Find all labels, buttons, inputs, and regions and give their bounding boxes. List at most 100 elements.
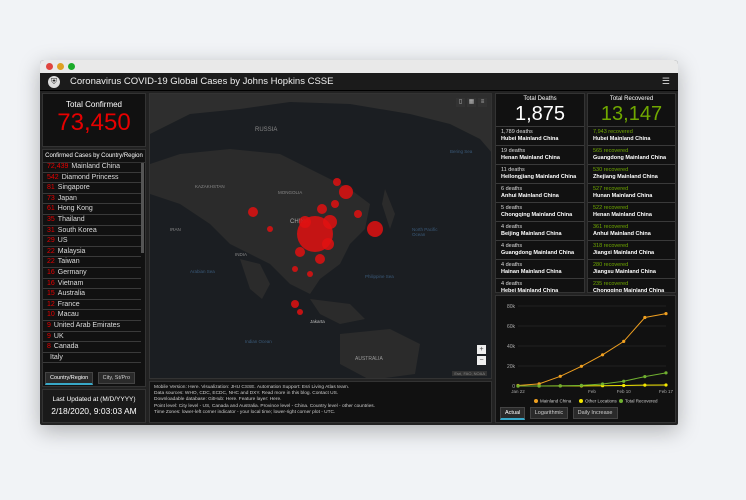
case-marker[interactable] — [322, 238, 334, 250]
deaths-row[interactable]: 4 deaths Hainan Mainland China — [496, 260, 584, 279]
recovered-row[interactable]: 565 recovered Guangdong Mainland China — [588, 146, 675, 165]
country-list-scrollbar[interactable] — [141, 163, 144, 253]
deaths-row[interactable]: 4 deaths Beijing Mainland China — [496, 222, 584, 241]
legend-label: Other Locations — [585, 399, 618, 404]
deaths-row[interactable]: 4 deaths Guangdong Mainland China — [496, 241, 584, 260]
chart-point[interactable] — [558, 374, 562, 378]
country-row[interactable]: 15 Australia — [43, 289, 141, 300]
chart-point[interactable] — [600, 382, 605, 386]
tab-actual[interactable]: Actual — [500, 407, 526, 420]
maximize-window-dot[interactable] — [68, 63, 75, 70]
chart-point[interactable] — [664, 383, 668, 387]
country-row[interactable]: 16 Vietnam — [43, 279, 141, 290]
basemap-icon[interactable]: ▦ — [467, 98, 476, 107]
case-marker[interactable] — [295, 247, 305, 257]
zoom-in-button[interactable]: + — [477, 345, 486, 354]
country-row[interactable]: 73 Japan — [43, 194, 141, 205]
recovered-place: Chongqing Mainland China — [593, 288, 665, 293]
country-row[interactable]: 29 US — [43, 236, 141, 247]
chart-point[interactable] — [579, 364, 584, 368]
chart-point[interactable] — [643, 383, 647, 387]
chart-point[interactable] — [516, 384, 520, 388]
country-row[interactable]: 542 Diamond Princess — [43, 173, 141, 184]
deaths-row[interactable]: 5 deaths Chongqing Mainland China — [496, 203, 584, 222]
case-marker[interactable] — [299, 216, 311, 228]
country-count: 72,439 — [47, 163, 69, 170]
country-row[interactable]: 9 United Arab Emirates — [43, 321, 141, 332]
chart-point[interactable] — [622, 339, 626, 343]
chart-point[interactable] — [664, 371, 668, 375]
chart-point[interactable] — [664, 312, 668, 316]
recovered-place: Zhejiang Mainland China — [593, 174, 658, 180]
recovered-row[interactable]: 527 recovered Hunan Mainland China — [588, 184, 675, 203]
case-marker[interactable] — [267, 226, 273, 232]
total-confirmed-label: Total Confirmed — [65, 100, 123, 109]
country-name: Malaysia — [57, 247, 86, 255]
country-row[interactable]: 35 Thailand — [43, 215, 141, 226]
map-label-philippine: Philippine Sea — [365, 274, 394, 279]
deaths-row[interactable]: 4 deaths Hebei Mainland China — [496, 279, 584, 292]
chart-point[interactable] — [643, 375, 647, 379]
country-row[interactable]: 22 Malaysia — [43, 247, 141, 258]
deaths-row[interactable]: 1,789 deaths Hubei Mainland China — [496, 127, 584, 146]
country-row[interactable]: 61 Hong Kong — [43, 204, 141, 215]
recovered-row[interactable]: 318 recovered Jiangxi Mainland China — [588, 241, 675, 260]
country-row[interactable]: 12 France — [43, 300, 141, 311]
country-row[interactable]: 8 Canada — [43, 342, 141, 353]
case-marker-diamond-princess[interactable] — [367, 221, 383, 237]
case-marker[interactable] — [291, 300, 299, 308]
recovered-row[interactable]: 235 recovered Chongqing Mainland China — [588, 279, 675, 293]
world-map[interactable]: RUSSIA KAZAKHSTAN MONGOLIA CHINA IRAN IN… — [149, 93, 492, 379]
chart-point[interactable] — [622, 379, 626, 383]
chart-point[interactable] — [643, 315, 647, 320]
case-marker[interactable] — [331, 200, 339, 208]
case-marker[interactable] — [297, 309, 303, 315]
recovered-row[interactable]: 361 recovered Anhui Mainland China — [588, 222, 675, 241]
recovered-list[interactable]: 7,943 recovered Hubei Mainland China 565 r… — [588, 127, 675, 293]
legend-icon[interactable]: ≡ — [478, 98, 487, 107]
country-row[interactable]: 9 UK — [43, 332, 141, 343]
tab-city-state[interactable]: City, St/Pro — [97, 372, 136, 384]
country-row[interactable]: 31 South Korea — [43, 226, 141, 237]
country-list[interactable]: 72,439 Mainland China 542 Diamond Princess 8… — [43, 162, 141, 374]
chart-point[interactable] — [558, 384, 562, 388]
deaths-row[interactable]: 6 deaths Anhui Mainland China — [496, 184, 584, 203]
country-row[interactable]: 81 Singapore — [43, 183, 141, 194]
case-marker[interactable] — [315, 254, 325, 264]
tab-country-region[interactable]: Country/Region — [45, 372, 94, 385]
chart-point[interactable] — [600, 353, 605, 357]
deaths-row[interactable]: 19 deaths Henan Mainland China — [496, 146, 584, 165]
recovered-place: Hubei Mainland China — [593, 136, 651, 142]
case-marker[interactable] — [292, 266, 298, 272]
chart-point[interactable] — [622, 383, 626, 388]
chart-point[interactable] — [537, 384, 541, 388]
case-marker[interactable] — [323, 215, 337, 229]
country-row[interactable]: 10 Macau — [43, 310, 141, 321]
country-row[interactable]: 72,439 Mainland China — [43, 162, 141, 173]
recovered-row[interactable]: 280 recovered Jiangsu Mainland China — [588, 260, 675, 279]
case-marker[interactable] — [354, 210, 362, 218]
deaths-row[interactable]: 11 deaths Heilongjiang Mainland China — [496, 165, 584, 184]
case-marker[interactable] — [248, 207, 258, 217]
case-marker[interactable] — [317, 204, 327, 214]
country-row[interactable]: Italy — [43, 353, 141, 364]
zoom-out-button[interactable]: − — [477, 356, 486, 365]
case-marker[interactable] — [307, 271, 313, 277]
chart-point[interactable] — [579, 383, 584, 387]
recovered-row[interactable]: 530 recovered Zhejiang Mainland China — [588, 165, 675, 184]
country-row[interactable]: 16 Germany — [43, 268, 141, 279]
recovered-row[interactable]: 7,943 recovered Hubei Mainland China — [588, 127, 675, 146]
case-marker[interactable] — [333, 178, 341, 186]
deaths-list[interactable]: 1,789 deaths Hubei Mainland China 19 death… — [496, 127, 584, 292]
case-marker[interactable] — [339, 185, 353, 199]
bookmark-icon[interactable]: ▯ — [456, 98, 465, 107]
recovered-row[interactable]: 522 recovered Henan Mainland China — [588, 203, 675, 222]
info-line: Data sources: WHO, CDC, ECDC, NHC and DX… — [154, 391, 339, 397]
country-row[interactable]: 22 Taiwan — [43, 257, 141, 268]
tab-logarithmic[interactable]: Logarithmic — [529, 407, 569, 419]
hamburger-icon[interactable]: ☰ — [661, 76, 670, 86]
close-window-dot[interactable] — [46, 63, 53, 70]
minimize-window-dot[interactable] — [57, 63, 64, 70]
tab-daily-increase[interactable]: Daily Increase — [572, 407, 618, 419]
